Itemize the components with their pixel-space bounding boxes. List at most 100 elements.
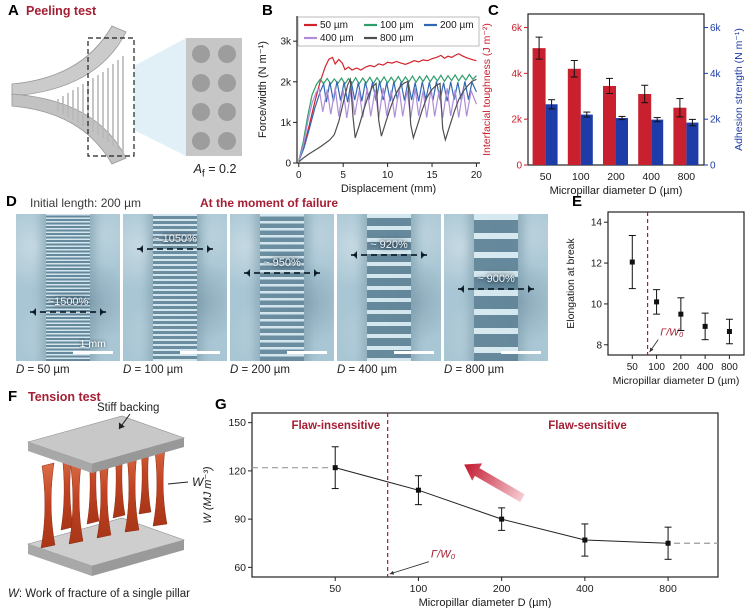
pillar-texture [474,214,518,361]
x-tick-label: 800 [721,362,738,373]
toughness-bar [673,107,687,165]
y-axis-title: Elongation at break [565,238,577,329]
adhesion-bar [686,122,699,165]
x-tick-label: 100 [572,171,590,183]
data-point [678,311,684,317]
y-tick-label: 14 [591,218,603,229]
zoom-region-box [87,37,135,157]
series-line-400µm [298,87,478,162]
gamma-w0-label: Γ/W₀ [431,549,456,561]
panel-letter-a: A [8,2,19,19]
data-point [629,259,635,265]
gamma-w0-arrow-icon [389,570,395,575]
scale-bar [500,350,541,354]
left-tick-label: 4k [511,69,523,80]
panel-letter-c: C [488,2,499,19]
elongation-annotation: ~1500% [16,296,120,317]
x-tick-label: 50 [540,171,552,183]
pillar-texture [153,214,197,361]
toughness-adhesion-bar-chart: 0 2k 4k 6k 0 2k 4k 6k Interfacial toughness (J m… [481,13,745,197]
measure-arrow [136,245,214,254]
right-tick-label: 0 [710,161,716,172]
x-tick-label: 15 [426,170,438,181]
area-fraction-caption: Af = 0.2 [193,162,237,180]
x-tick-label: 400 [576,583,594,595]
y-tick-label: 3k [280,37,292,48]
panel-letter-g: G [215,396,227,413]
data-point [665,540,671,546]
x-tick-label: 100 [648,362,665,373]
x-tick-label: 400 [642,171,660,183]
scale-bar [393,350,434,354]
pillar-texture [46,214,90,361]
panel-letter-d: D [6,193,17,210]
y-tick-label: 60 [234,562,246,574]
series-line-800µm [298,77,477,163]
micrograph-label: D = 200 µm [230,364,291,376]
y-tick-label: 0 [285,159,291,170]
pillar-array-inset [186,38,242,156]
elongation-annotation: ~ 900% [444,273,548,293]
panel-letter-b: B [262,2,273,19]
toughness-bar [603,85,616,165]
legend-label: 400 µm [320,33,354,44]
x-tick-label: 100 [410,583,428,595]
right-tick-label: 2k [710,115,722,126]
gamma-w0-label: Γ/W₀ [660,327,684,339]
tension-test-schematic: Stiff backing W [26,402,205,576]
left-tick-label: 6k [511,23,523,34]
y-tick-label: 8 [596,340,602,351]
micrograph-100um: ~ 1050% [123,214,227,361]
measure-arrow [243,268,321,277]
micrograph-50um: ~1500% 1 mm [16,214,120,361]
scale-bar [179,350,220,354]
measure-arrow [457,284,535,293]
w-label: W [192,475,205,489]
series-line-200µm [298,80,477,162]
adhesion-bar [651,119,664,165]
micrograph-label: D = 800 µm [444,364,505,376]
panel-f-title: Tension test [28,390,101,404]
right-tick-label: 6k [710,23,722,34]
x-tick-label: 20 [471,170,483,181]
y-axis-title: Force/width (N m⁻¹) [257,41,269,138]
plot-frame [607,211,745,356]
scale-bar: 1 mm [72,338,113,354]
right-tick-label: 4k [710,69,722,80]
legend-label: 200 µm [440,20,474,31]
data-point [726,329,732,335]
x-tick-label: 10 [382,170,394,181]
peeling-test-schematic [11,25,242,165]
series-line-100µm [298,73,477,162]
panel-letter-e: E [572,193,583,210]
w-callout: W [167,475,205,489]
x-axis-title: Micropillar diameter D (µm) [550,185,683,197]
x-tick-label: 400 [697,362,714,373]
left-tick-label: 2k [511,115,523,126]
y-tick-label: 12 [591,259,603,270]
data-point [702,323,708,329]
scale-bar [286,350,327,354]
micrograph-labels: D = 50 µm D = 100 µm D = 200 µm D = 400 … [16,364,548,376]
data-line [335,467,669,544]
panel-letter-f: F [8,388,18,405]
panel-d-left-header: Initial length: 200 µm [30,196,141,210]
stiff-backing-callout: Stiff backing [97,402,159,430]
flaw-insensitive-label: Flaw-insensitive [291,420,380,432]
data-point [499,516,505,522]
data-point [415,487,421,493]
y-tick-label: 90 [234,514,246,526]
y-axis-title: W (MJ m⁻³) [202,466,214,523]
stiff-backing-label: Stiff backing [97,402,159,414]
flaw-sensitive-label: Flaw-sensitive [548,420,627,432]
work-of-fracture-chart: 60 90 120 150 50 100 200 400 800 Micropillar diam… [202,412,719,608]
left-tick-label: 0 [516,161,522,172]
x-tick-label: 800 [659,583,677,595]
stiff-backing-arrow-icon [118,422,125,429]
top-plate [26,415,185,473]
micrograph-200um: ~ 950% [230,214,334,361]
force-displacement-chart: 0 1k 2k 3k 0 5 10 15 20 Displacement (mm) Force/wi… [257,16,483,195]
legend-box [297,16,480,47]
elongation-at-break-chart: 8 10 12 14 50 100 200 400 800 Micropillar diamete… [565,211,745,387]
